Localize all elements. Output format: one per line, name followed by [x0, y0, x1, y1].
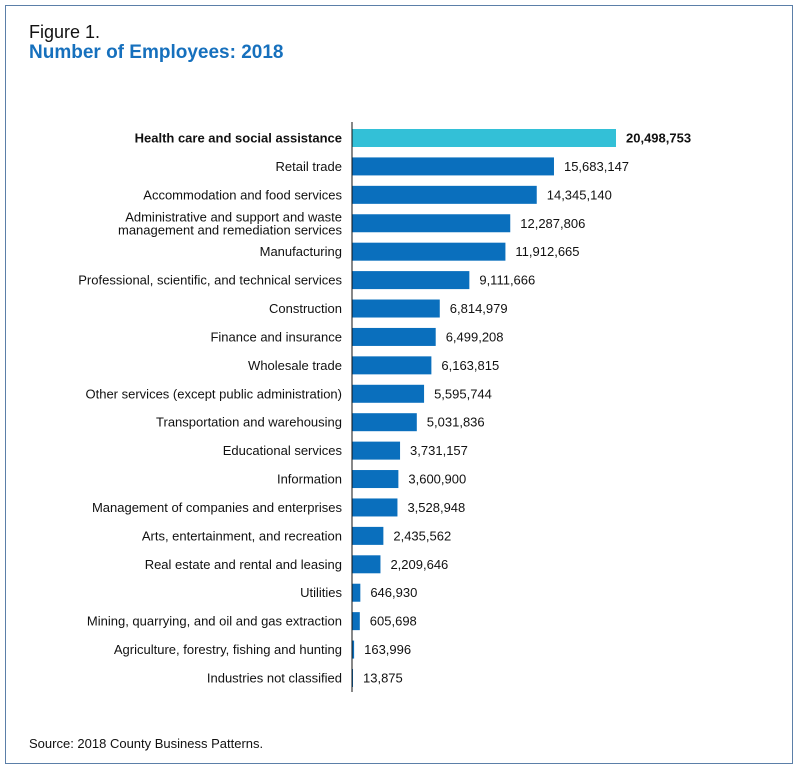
value-label: 20,498,753	[626, 131, 691, 146]
value-label: 646,930	[370, 585, 417, 600]
bar	[352, 185, 537, 204]
bar	[352, 214, 511, 233]
category-label: Utilities	[300, 585, 342, 600]
value-label: 11,912,665	[515, 244, 579, 259]
value-label: 5,031,836	[427, 415, 485, 430]
bar	[352, 470, 399, 489]
category-label: Retail trade	[276, 159, 342, 174]
value-label: 14,345,140	[547, 187, 612, 202]
value-label: 9,111,666	[479, 273, 535, 288]
value-label: 13,875	[363, 670, 403, 685]
value-label: 3,528,948	[407, 500, 465, 515]
category-label: Transportation and warehousing	[156, 415, 342, 430]
bar	[352, 498, 398, 517]
bar	[352, 555, 381, 574]
bar	[352, 640, 355, 659]
category-label: Wholesale trade	[248, 358, 342, 373]
value-label: 3,600,900	[408, 472, 466, 487]
chart-title: Number of Employees: 2018	[29, 42, 284, 63]
value-label: 6,814,979	[450, 301, 508, 316]
bar	[352, 299, 440, 318]
value-label: 15,683,147	[564, 159, 629, 174]
bar	[352, 271, 470, 290]
bar	[352, 356, 432, 375]
value-label: 2,435,562	[393, 528, 451, 543]
value-label: 2,209,646	[390, 557, 448, 572]
bar	[352, 583, 361, 602]
bar	[352, 413, 417, 432]
category-label: Other services (except public administra…	[86, 386, 343, 401]
bar	[352, 129, 616, 147]
value-label: 3,731,157	[410, 443, 468, 458]
category-label: Management of companies and enterprises	[92, 500, 343, 515]
category-label: Health care and social assistance	[135, 131, 342, 146]
value-label: 6,499,208	[446, 329, 504, 344]
category-label: Industries not classified	[207, 670, 342, 685]
value-label: 605,698	[370, 614, 417, 629]
category-label: Finance and insurance	[210, 329, 342, 344]
category-label: Accommodation and food services	[143, 187, 342, 202]
category-label: Information	[277, 472, 342, 487]
value-label: 12,287,806	[520, 216, 585, 231]
category-label: Educational services	[223, 443, 343, 458]
bar	[352, 157, 554, 176]
category-label: Professional, scientific, and technical …	[78, 273, 342, 288]
bar	[352, 327, 436, 346]
source-note: Source: 2018 County Business Patterns.	[29, 736, 264, 751]
category-label: Agriculture, forestry, fishing and hunti…	[114, 642, 342, 657]
value-label: 6,163,815	[441, 358, 499, 373]
bar	[352, 441, 401, 460]
bar	[352, 242, 506, 261]
category-label: Real estate and rental and leasing	[145, 557, 342, 572]
category-label: Construction	[269, 301, 342, 316]
bar	[352, 612, 360, 631]
figure-label: Figure 1.	[29, 22, 101, 42]
value-label: 163,996	[364, 642, 411, 657]
category-label: Manufacturing	[260, 244, 342, 259]
bar	[352, 384, 425, 403]
category-label: Administrative and support and waste mana…	[118, 209, 343, 237]
value-label: 5,595,744	[434, 386, 492, 401]
category-label: Mining, quarrying, and oil and gas extra…	[87, 614, 342, 629]
category-label: Arts, entertainment, and recreation	[142, 528, 342, 543]
bar	[352, 526, 384, 545]
